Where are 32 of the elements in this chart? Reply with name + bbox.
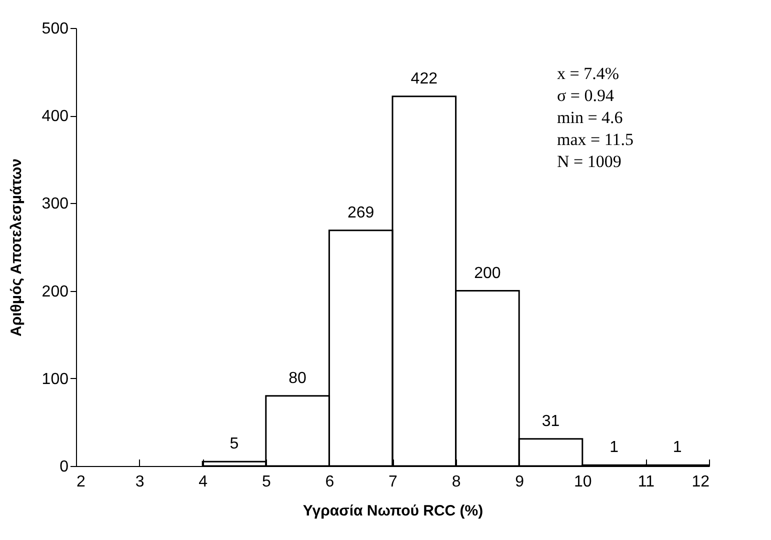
x-tick-label: 8 <box>452 474 461 490</box>
data-label: 422 <box>410 70 438 88</box>
annotation: N = 1009 <box>557 152 622 171</box>
x-tick-label: 6 <box>325 474 334 490</box>
y-tick-label: 100 <box>42 370 69 388</box>
x-tick-label: 2 <box>76 474 86 490</box>
x-tick-label: 4 <box>198 474 208 490</box>
x-tick-label: 12 <box>692 474 710 490</box>
data-label: 1 <box>672 439 682 456</box>
x-axis-title: Υγρασία Νωπού RCC (%) <box>302 502 484 520</box>
data-label: 80 <box>288 370 307 387</box>
data-label: 200 <box>474 264 501 282</box>
x-tick-label: 7 <box>388 474 398 490</box>
annotation: min = 4.6 <box>557 108 623 127</box>
data-label: 269 <box>348 204 374 222</box>
y-tick-label: 300 <box>42 196 69 213</box>
annotation: x = 7.4% <box>557 64 619 83</box>
annotation: max = 11.5 <box>557 130 634 149</box>
x-tick-label: 3 <box>135 474 144 490</box>
data-label: 1 <box>610 439 619 456</box>
data-label: 31 <box>542 412 560 430</box>
x-tick-label: 10 <box>574 474 592 490</box>
annotation: σ = 0.94 <box>557 86 614 105</box>
y-tick-label: 200 <box>42 283 69 300</box>
y-tick-label: 500 <box>42 20 69 38</box>
y-tick-label: 0 <box>60 458 69 476</box>
x-tick-label: 11 <box>638 474 655 490</box>
x-tick-label: 9 <box>515 474 524 490</box>
y-axis-title: Αριθμός Αποτελεσμάτων <box>8 158 25 337</box>
y-tick-label: 400 <box>42 108 69 126</box>
data-label: 5 <box>230 436 239 453</box>
x-tick-label: 5 <box>262 474 271 490</box>
